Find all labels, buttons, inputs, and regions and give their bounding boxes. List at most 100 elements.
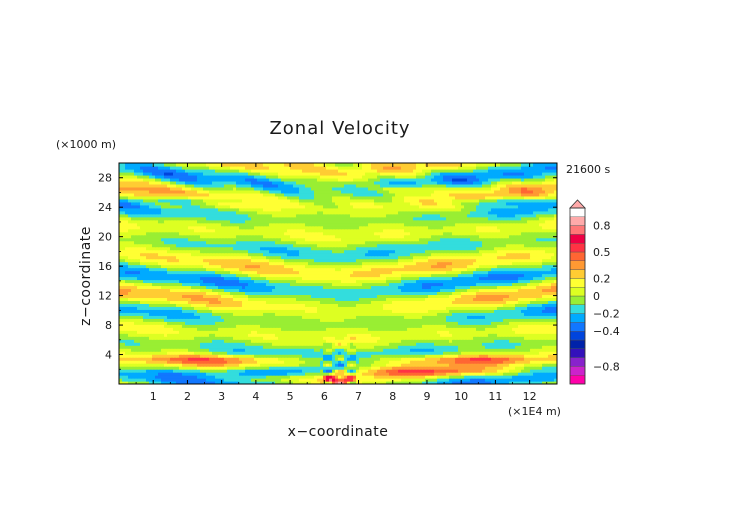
field-cell [458, 303, 462, 307]
field-cell [215, 312, 219, 316]
field-cell [131, 345, 135, 349]
field-cell [464, 303, 468, 307]
field-cell [437, 324, 441, 328]
field-cell [224, 306, 228, 310]
field-cell [131, 309, 135, 313]
field-cell [179, 369, 183, 373]
field-cell [338, 381, 342, 384]
field-cell [554, 357, 557, 361]
field-cell [194, 351, 198, 355]
field-cell [155, 348, 159, 352]
field-cell [479, 366, 483, 370]
field-cell [497, 381, 501, 384]
field-cell [122, 330, 126, 334]
field-cell [290, 351, 294, 355]
field-cell [329, 312, 333, 316]
field-cell [338, 303, 342, 307]
field-cell [248, 330, 252, 334]
field-cell [143, 372, 147, 376]
field-cell [305, 336, 309, 340]
field-cell [470, 294, 474, 298]
field-cell [395, 297, 399, 301]
field-cell [275, 300, 279, 304]
field-cell [146, 315, 150, 319]
field-cell [491, 354, 495, 358]
field-cell [197, 309, 201, 313]
field-cell [338, 312, 342, 316]
field-cell [452, 369, 456, 373]
field-cell [278, 342, 282, 346]
field-cell [404, 285, 408, 290]
field-cell [464, 333, 468, 337]
field-cell [218, 297, 222, 301]
field-cell [179, 315, 183, 319]
field-cell [446, 309, 450, 313]
field-cell [335, 306, 339, 310]
field-cell [512, 285, 516, 290]
field-cell [515, 303, 519, 307]
field-cell [122, 348, 126, 352]
field-cell [464, 327, 468, 331]
field-cell [305, 351, 309, 355]
field-cell [395, 291, 399, 296]
field-cell [473, 294, 477, 298]
field-cell [440, 282, 444, 287]
field-cell [422, 330, 426, 334]
field-cell [554, 294, 557, 298]
field-cell [503, 357, 507, 361]
field-cell [407, 336, 411, 340]
field-cell [305, 297, 309, 301]
field-cell [428, 366, 432, 370]
field-cell [236, 306, 240, 310]
field-cell [455, 285, 459, 290]
field-cell [290, 282, 294, 287]
field-cell [122, 288, 126, 293]
field-cell [194, 381, 198, 384]
field-cell [536, 294, 540, 298]
field-cell [320, 345, 324, 349]
field-cell [425, 315, 429, 319]
field-cell [311, 312, 315, 316]
field-cell [506, 291, 510, 296]
field-cell [266, 306, 270, 310]
field-cell [473, 363, 477, 367]
field-cell [158, 357, 162, 361]
field-cell [296, 375, 300, 379]
field-cell [404, 333, 408, 337]
field-cell [236, 321, 240, 325]
field-cell [200, 354, 204, 358]
field-cell [236, 288, 240, 293]
field-cell [455, 369, 459, 373]
field-cell [119, 357, 123, 361]
field-cell [500, 339, 504, 343]
field-cell [185, 330, 189, 334]
field-cell [161, 381, 165, 384]
field-cell [128, 354, 132, 358]
field-cell [233, 339, 237, 343]
field-cell [437, 297, 441, 301]
field-cell [512, 282, 516, 287]
field-cell [173, 345, 177, 349]
field-cell [308, 288, 312, 293]
field-cell [122, 342, 126, 346]
field-cell [539, 363, 543, 367]
field-cell [143, 309, 147, 313]
field-cell [125, 333, 129, 337]
field-cell [323, 294, 327, 298]
field-cell [239, 345, 243, 349]
field-cell [125, 306, 129, 310]
field-cell [212, 375, 216, 379]
field-cell [464, 309, 468, 313]
field-cell [365, 315, 369, 319]
field-cell [335, 312, 339, 316]
field-cell [482, 366, 486, 370]
field-cell [425, 369, 429, 373]
field-cell [353, 309, 357, 313]
field-cell [230, 369, 234, 373]
field-cell [536, 324, 540, 328]
field-cell [461, 363, 465, 367]
field-cell [488, 291, 492, 296]
field-cell [158, 297, 162, 301]
field-cell [404, 294, 408, 298]
field-cell [188, 375, 192, 379]
